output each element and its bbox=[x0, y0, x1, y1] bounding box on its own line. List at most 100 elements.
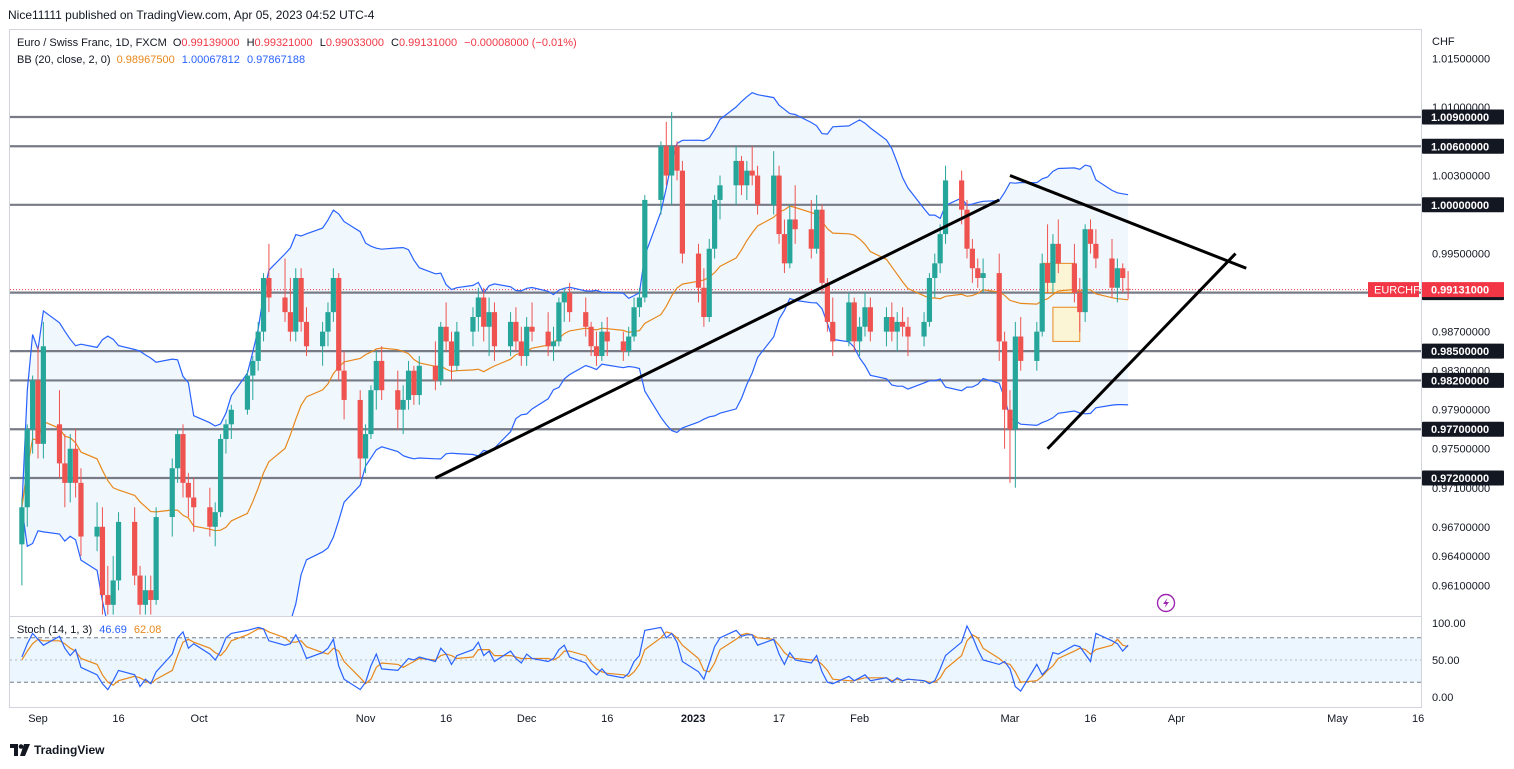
candle-128 bbox=[975, 258, 981, 288]
candle-body bbox=[593, 346, 600, 357]
candle-body bbox=[153, 517, 159, 600]
candle-108 bbox=[824, 277, 830, 332]
candle-10 bbox=[94, 502, 100, 552]
candle-120 bbox=[921, 312, 927, 347]
candle-body bbox=[550, 341, 557, 347]
tradingview-footer[interactable]: TradingView bbox=[10, 743, 104, 757]
candle-135 bbox=[1034, 321, 1040, 371]
time-tick-label: Feb bbox=[850, 713, 869, 725]
candle-83 bbox=[636, 287, 643, 318]
candle-9 bbox=[78, 468, 84, 557]
candle-73 bbox=[561, 287, 567, 322]
candle-101 bbox=[776, 165, 782, 244]
candle-63 bbox=[486, 297, 492, 357]
candle-27 bbox=[217, 434, 224, 518]
trendline-2 bbox=[1046, 252, 1237, 450]
candle-66 bbox=[513, 307, 519, 352]
last-price-tag-label: 0.99131000 bbox=[1431, 285, 1489, 297]
candles[interactable] bbox=[19, 112, 1131, 615]
candle-body bbox=[362, 434, 369, 459]
candle-139 bbox=[1055, 219, 1061, 274]
candle-90 bbox=[695, 243, 702, 303]
candle-98 bbox=[749, 146, 755, 186]
stochastic-axis[interactable]: 100.00 50.00 0.00 bbox=[1432, 618, 1466, 704]
candle-25 bbox=[207, 487, 213, 537]
lightning-icon[interactable] bbox=[1156, 593, 1176, 613]
candle-124 bbox=[942, 165, 949, 244]
trendlines[interactable] bbox=[434, 174, 1247, 480]
symbol-title[interactable]: Euro / Swiss Franc, 1D, FXCM bbox=[17, 37, 167, 49]
candle-60 bbox=[470, 307, 476, 347]
stoch-k-value: 46.69 bbox=[99, 624, 127, 636]
candle-109 bbox=[830, 297, 836, 357]
price-axis[interactable]: CHF1.015000001.010000001.003000000.99500… bbox=[1368, 36, 1504, 592]
candle-48 bbox=[373, 351, 379, 410]
time-tick-label: 16 bbox=[440, 713, 452, 725]
candle-body bbox=[368, 390, 374, 435]
candle-body bbox=[964, 209, 970, 249]
candle-body bbox=[642, 199, 648, 298]
time-tick-label: Mar bbox=[1000, 713, 1019, 725]
candle-85 bbox=[658, 141, 664, 215]
candle-28 bbox=[223, 419, 229, 454]
candle-body bbox=[529, 326, 535, 332]
candle-132 bbox=[1007, 390, 1013, 483]
bollinger-band-fill[interactable] bbox=[21, 92, 1129, 666]
candle-body bbox=[567, 292, 573, 313]
candle-74 bbox=[567, 282, 573, 322]
candle-body bbox=[475, 297, 481, 318]
bb-label[interactable]: BB (20, close, 2, 0) bbox=[17, 54, 111, 66]
candle-105 bbox=[808, 199, 814, 259]
candle-body bbox=[830, 321, 836, 342]
time-axis[interactable]: Sep 16 Oct Nov 16 Dec 16 2023 17 Feb Mar 16 Apr May 16 bbox=[28, 713, 1424, 725]
candle-body bbox=[712, 199, 718, 249]
stoch-legend: Stoch (14, 1, 3) 46.69 62.08 bbox=[17, 624, 161, 636]
candle-body bbox=[228, 409, 234, 425]
candle-39 bbox=[303, 307, 310, 357]
candle-body bbox=[518, 341, 524, 357]
level-tag-0 bbox=[1422, 109, 1504, 125]
candle-82 bbox=[631, 297, 637, 342]
candle-body bbox=[1093, 243, 1099, 259]
candle-113 bbox=[862, 292, 868, 337]
stoch-d-line bbox=[21, 628, 1129, 686]
candle-body bbox=[432, 365, 438, 381]
candle-body bbox=[191, 497, 197, 508]
bb-fill-area bbox=[21, 92, 1129, 616]
candle-body bbox=[583, 312, 589, 327]
close-label: C bbox=[391, 37, 399, 49]
candle-body bbox=[1002, 341, 1008, 410]
candle-body bbox=[556, 302, 562, 342]
candle-body bbox=[1044, 263, 1051, 283]
level-tag-7 bbox=[1422, 470, 1504, 486]
candle-57 bbox=[443, 302, 449, 352]
price-tick-label: 0.99500000 bbox=[1432, 249, 1490, 261]
candle-body bbox=[24, 429, 30, 508]
candle-71 bbox=[550, 326, 557, 361]
candle-30 bbox=[244, 370, 251, 415]
candle-54 bbox=[416, 356, 422, 405]
candle-100 bbox=[771, 151, 777, 215]
candle-122 bbox=[932, 253, 938, 298]
candle-80 bbox=[620, 331, 626, 361]
candle-body bbox=[851, 302, 857, 342]
stochastic-pane[interactable] bbox=[10, 624, 1421, 693]
candle-5 bbox=[56, 390, 63, 478]
candle-129 bbox=[980, 258, 986, 293]
candle-22 bbox=[180, 424, 186, 498]
candle-13 bbox=[110, 556, 116, 615]
candle-body bbox=[1007, 409, 1013, 430]
stoch-label[interactable]: Stoch (14, 1, 3) bbox=[17, 624, 93, 636]
candle-31 bbox=[250, 356, 256, 400]
candle-body bbox=[733, 160, 739, 186]
candle-145 bbox=[1109, 238, 1115, 298]
change-value: −0.00008000 (−0.01%) bbox=[464, 37, 577, 49]
candle-140 bbox=[1071, 243, 1078, 303]
level-tag-2 bbox=[1422, 197, 1504, 213]
candle-body bbox=[507, 321, 514, 347]
candle-body bbox=[1120, 268, 1126, 278]
candle-body bbox=[937, 234, 943, 264]
candle-34 bbox=[266, 243, 272, 313]
candle-body bbox=[78, 482, 84, 537]
